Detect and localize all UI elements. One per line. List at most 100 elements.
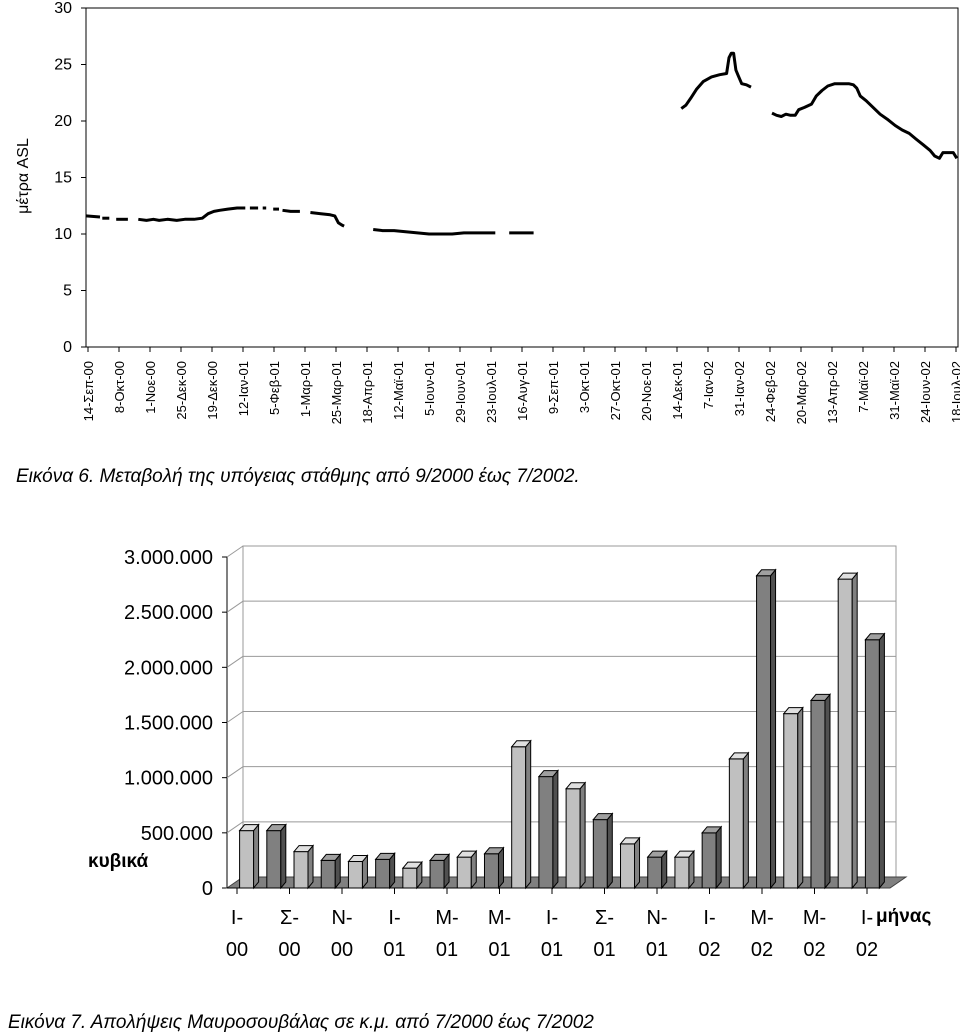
gridline-side bbox=[226, 545, 244, 558]
x-tick-label: 01 bbox=[383, 939, 405, 961]
x-tick-label: 24-Φεβ-02 bbox=[763, 361, 778, 422]
x-tick-label: 8-Οκτ-00 bbox=[112, 361, 127, 413]
series-line-segment bbox=[138, 206, 246, 222]
x-tick-label: 31-Μαϊ-02 bbox=[887, 361, 902, 420]
bar-side bbox=[742, 751, 749, 890]
bar-top bbox=[265, 824, 287, 832]
series-line-segment bbox=[85, 214, 101, 219]
bar-side bbox=[824, 693, 831, 890]
x-tick-label: 14-Σεπ-00 bbox=[81, 361, 96, 421]
series-line-segment bbox=[282, 208, 300, 213]
bar bbox=[429, 859, 445, 889]
bar-side bbox=[851, 571, 858, 890]
bar-top bbox=[646, 850, 668, 858]
bar-side bbox=[770, 568, 777, 890]
bar bbox=[810, 699, 826, 889]
x-tick-label: 01 bbox=[593, 939, 615, 961]
bar-top bbox=[347, 855, 369, 863]
bar-top bbox=[483, 847, 505, 855]
y-axis-label: κυβικά bbox=[88, 851, 148, 872]
series-line-segment bbox=[680, 51, 752, 110]
bar bbox=[592, 819, 608, 889]
x-tick-label: Μ- bbox=[750, 907, 773, 929]
gridline-side bbox=[226, 766, 244, 779]
bar bbox=[266, 830, 282, 889]
bar bbox=[483, 853, 499, 889]
y-tick-label: 0 bbox=[63, 339, 72, 356]
bar-top bbox=[238, 824, 260, 832]
x-tick-label: 9-Σεπ-01 bbox=[546, 361, 561, 414]
x-tick-label: 31-Ιαν-02 bbox=[732, 361, 747, 416]
x-tick-label: 29-Ιουν-01 bbox=[453, 361, 468, 423]
y-tick-label: 2.000.000 bbox=[124, 657, 213, 679]
x-tick-label: Ι- bbox=[388, 907, 400, 929]
x-tick-label: 13-Απρ-02 bbox=[825, 361, 840, 424]
gridline-side bbox=[226, 655, 244, 668]
x-tick-label: 02 bbox=[856, 939, 878, 961]
bar bbox=[347, 861, 363, 889]
bar bbox=[837, 578, 853, 889]
x-tick-label: 01 bbox=[436, 939, 458, 961]
bar-top bbox=[809, 693, 832, 701]
bar-side bbox=[797, 706, 804, 890]
x-tick-label: 20-Μαρ-02 bbox=[794, 361, 809, 424]
bar-top bbox=[428, 853, 451, 861]
y-tick-label: 30 bbox=[54, 0, 72, 17]
bar bbox=[320, 859, 336, 889]
bar bbox=[565, 788, 581, 889]
bar-top bbox=[374, 852, 396, 860]
bar-top bbox=[728, 752, 750, 760]
x-tick-label: 23-Ιουλ-01 bbox=[484, 361, 499, 423]
water-level-chart: 0 5 10 15 20 25 30 14-Σεπ-00 8-Οκτ-00 1-Νοε-00 25-… bbox=[15, 0, 960, 424]
bar-top bbox=[456, 850, 478, 858]
bar bbox=[538, 776, 554, 889]
bar bbox=[293, 851, 309, 889]
bar-top bbox=[673, 850, 696, 858]
bar-side bbox=[552, 769, 559, 890]
bar-top bbox=[837, 572, 859, 580]
bar bbox=[647, 856, 663, 889]
x-tick-label: Μ- bbox=[488, 907, 511, 929]
x-tick-label: 3-Οκτ-01 bbox=[577, 361, 592, 413]
x-tick-label: 12-Ιαν-01 bbox=[236, 361, 251, 416]
bar-side bbox=[579, 781, 586, 890]
x-tick-label: 01 bbox=[646, 939, 668, 961]
bar-side bbox=[715, 825, 722, 890]
figure-7-caption: Εικόνα 7. Απολήψεις Μαυροσουβάλας σε κ.μ… bbox=[8, 1012, 594, 1033]
bar-side bbox=[634, 836, 641, 890]
bar-top bbox=[510, 740, 532, 748]
y-tick-label: 500.000 bbox=[141, 823, 213, 845]
x-tick-label: 7-Ιαν-02 bbox=[701, 361, 716, 409]
x-tick-label: Ν- bbox=[646, 907, 667, 929]
y-tick-label: 10 bbox=[54, 226, 72, 243]
x-tick-label: Ι- bbox=[861, 907, 873, 929]
x-tick-label: Σ- bbox=[280, 907, 299, 929]
x-tick-label: 25-Δεκ-00 bbox=[174, 361, 189, 420]
gridline-side bbox=[226, 711, 244, 723]
series-line-segment bbox=[771, 82, 959, 160]
x-tick-label: Ν- bbox=[331, 907, 352, 929]
bar-side bbox=[280, 823, 287, 890]
x-tick-label: 1-Μαρ-01 bbox=[298, 361, 313, 417]
x-tick-label: 1-Νοε-00 bbox=[143, 361, 158, 414]
bar-top bbox=[565, 782, 587, 790]
x-tick-label: 18-Απρ-01 bbox=[360, 361, 375, 424]
bar bbox=[402, 867, 418, 889]
bar bbox=[511, 746, 527, 889]
x-tick-label: Μ- bbox=[803, 907, 826, 929]
bar-top bbox=[401, 861, 423, 869]
bar bbox=[728, 758, 744, 889]
bar-side bbox=[606, 812, 613, 890]
y-tick-label: 0 bbox=[202, 878, 213, 900]
bar-side bbox=[307, 844, 314, 890]
x-tick-label: 12-Μαϊ-01 bbox=[391, 361, 406, 420]
x-tick-label: 14-Δεκ-01 bbox=[670, 361, 685, 420]
x-tick-label: 02 bbox=[751, 939, 773, 961]
x-tick-label: 7-Μαϊ-02 bbox=[856, 361, 871, 413]
x-tick-label: 01 bbox=[541, 939, 563, 961]
y-tick-label: 1.500.000 bbox=[124, 713, 213, 735]
x-axis-label: μήνας bbox=[876, 906, 931, 927]
y-tick-label: 20 bbox=[54, 113, 72, 130]
x-tick-label: 5-Ιουν-01 bbox=[422, 361, 437, 416]
x-tick-label: 00 bbox=[331, 939, 353, 961]
